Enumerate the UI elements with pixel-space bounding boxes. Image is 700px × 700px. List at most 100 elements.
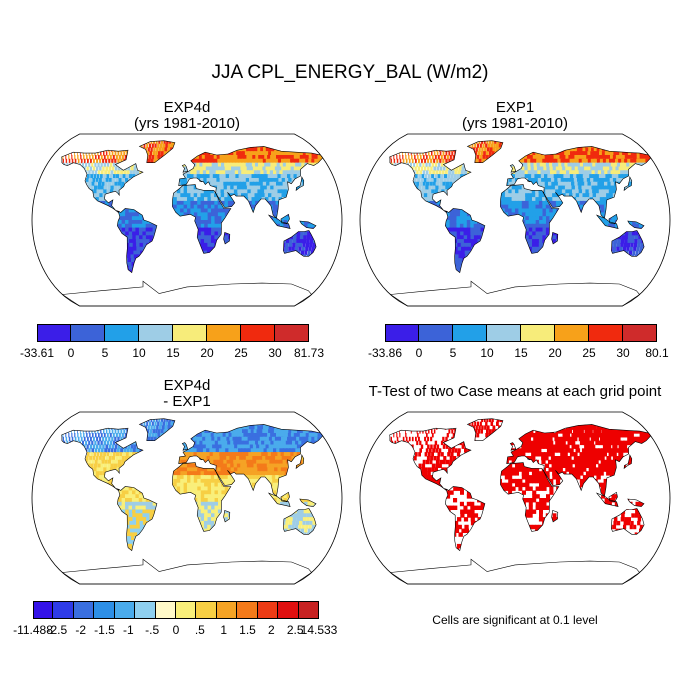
coastline-greenland (466, 140, 504, 163)
colorbar-tick-label: 30 (616, 346, 630, 360)
coastline-borneo (280, 491, 290, 503)
coastline-greenland (138, 418, 176, 441)
map-ttest (359, 411, 671, 585)
colorbar-tick-label: 15 (166, 346, 180, 360)
colorbar-tick-label: 2.5 (286, 623, 304, 637)
panel-title-line: EXP4d (163, 377, 211, 394)
colorbar-tick-label: 0 (172, 623, 180, 637)
coastline-new-guinea (299, 220, 317, 229)
coastline-japan (623, 454, 633, 470)
figure-title: JJA CPL_ENERGY_BAL (W/m2) (211, 62, 489, 83)
coastline-greenland (138, 140, 176, 163)
coastline-north-america (389, 427, 472, 491)
colorbar-tick-label: -11.488 (13, 623, 53, 637)
colorbar-tick-label: 10 (132, 346, 146, 360)
panel-title-line: EXP1 (495, 99, 535, 116)
colorbar-tick-label: 5 (449, 346, 457, 360)
colorbar-frame (385, 324, 657, 342)
colorbar-tick-label: -33.61 (19, 346, 55, 360)
colorbar-tick-label: 20 (548, 346, 562, 360)
coastline-japan (295, 454, 305, 470)
coastline-eurasia (178, 424, 324, 497)
colorbar-swatch (176, 601, 197, 619)
colorbar-tick-label: -.5 (145, 623, 160, 637)
coastline-japan (623, 176, 633, 192)
coastline-south-america (116, 208, 158, 274)
coastline-arabia-madagascar (223, 231, 231, 245)
coastline-uk (181, 164, 189, 173)
coastline-uk (509, 164, 517, 173)
colorbar-tick-label: -2 (75, 623, 86, 637)
colorbar-exp1 (385, 324, 657, 342)
coastline-borneo (280, 213, 290, 225)
colorbar-swatch (73, 601, 95, 619)
coastline-antarctica (389, 280, 641, 307)
colorbar-swatch (453, 324, 487, 342)
map-exp1 (359, 133, 671, 307)
colorbar-frame (37, 324, 309, 342)
colorbar-labels-difference: -11.488 -2.5 -2 -1.5 -1 -.5 0 .5 1 1.5 2 2.5 14.533 (13, 623, 337, 639)
colorbar-tick-label: -1.5 (94, 623, 115, 637)
coastline-indonesia (267, 214, 291, 230)
colorbar-swatch (241, 324, 275, 342)
significance-note: Cells are significant at 0.1 level (432, 613, 598, 627)
colorbar-tick-label: -2.5 (46, 623, 68, 637)
coastline-africa (500, 184, 560, 254)
coastline-japan (295, 176, 305, 192)
colorbar-tick-label: 81.73 (293, 346, 325, 360)
coastline-north-america (389, 149, 472, 213)
coastline-new-guinea (299, 498, 317, 507)
colorbar-swatch (71, 324, 105, 342)
colorbar-swatch (555, 324, 589, 342)
colorbar-tick-label: 30 (268, 346, 282, 360)
colorbar-tick-label: 25 (582, 346, 596, 360)
colorbar-tick-label: 1.5 (239, 623, 256, 637)
colorbar-tick-label: 15 (514, 346, 528, 360)
panel-title-line: (yrs 1981-2010) (462, 115, 568, 132)
coastline-africa (172, 184, 232, 254)
colorbar-exp4d (37, 324, 309, 342)
colorbar-tick-label: -1 (122, 623, 134, 637)
colorbar-swatch (139, 324, 173, 342)
panel-title-exp4d: EXP4d (yrs 1981-2010) (27, 100, 347, 132)
colorbar-tick-label: 14.533 (300, 623, 338, 637)
coastline-borneo (608, 213, 618, 225)
colorbar-swatch (37, 324, 71, 342)
colorbar-tick-label: 0 (415, 346, 423, 360)
coastline-indonesia (595, 492, 619, 508)
coastline-south-america (444, 486, 486, 552)
colorbar-tick-label: .5 (194, 623, 205, 637)
colorbar-swatch (487, 324, 521, 342)
colorbar-swatch (135, 601, 156, 619)
colorbar-swatch (173, 324, 207, 342)
colorbar-difference (33, 601, 319, 619)
colorbar-swatch (237, 601, 258, 619)
colorbar-labels-exp1: -33.86 0 5 10 15 20 25 30 80.1 (368, 346, 669, 362)
colorbar-swatch (105, 324, 139, 342)
colorbar-labels-exp4d: -33.61 0 5 10 15 20 25 30 81.73 (20, 346, 324, 362)
coastline-north-america (61, 149, 144, 213)
coastline-australia (283, 508, 317, 535)
map-exp4d (31, 133, 343, 307)
panel-title-line: T-Test of two Case means at each grid po… (368, 383, 662, 400)
coastline-australia (611, 230, 645, 257)
coastline-arabia-madagascar (551, 231, 559, 245)
colorbar-swatch (94, 601, 115, 619)
coastline-australia (283, 230, 317, 257)
colorbar-tick-label: 5 (101, 346, 109, 360)
coastline-arabia-madagascar (551, 509, 559, 523)
colorbar-swatch (33, 601, 54, 619)
colorbar-swatch (216, 601, 238, 619)
coastline-antarctica (389, 558, 641, 585)
coastline-indonesia (595, 214, 619, 230)
coastline-greenland (466, 418, 504, 441)
coastline-eurasia (506, 424, 652, 497)
coastline-new-guinea (627, 220, 645, 229)
panel-title-ttest: T-Test of two Case means at each grid po… (355, 384, 675, 400)
colorbar-tick-label: 2 (267, 623, 275, 637)
coastline-antarctica (61, 280, 313, 307)
coastline-uk (509, 442, 517, 451)
colorbar-tick-label: 20 (200, 346, 214, 360)
colorbar-swatch (385, 324, 419, 342)
colorbar-swatch (589, 324, 623, 342)
